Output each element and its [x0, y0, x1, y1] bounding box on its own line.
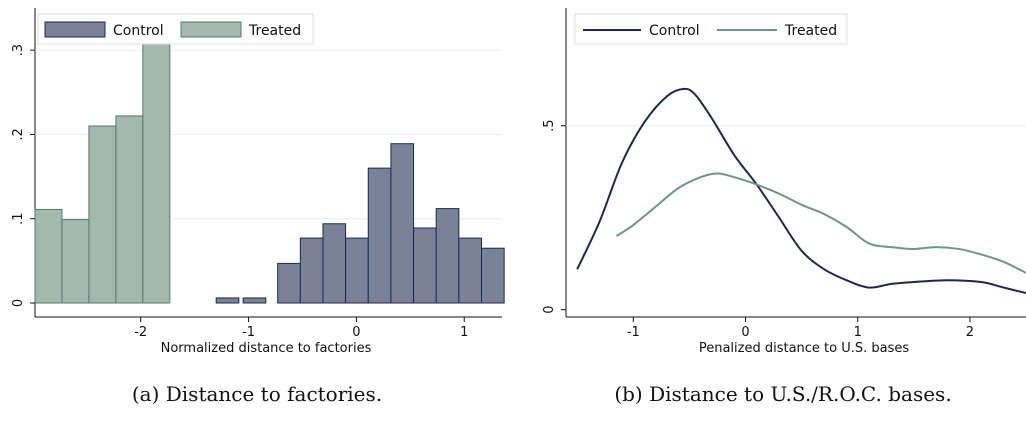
bar-control-9: [435, 208, 460, 304]
x-tick-label-left-0: -2: [134, 325, 147, 340]
legend-right: Control Treated: [574, 13, 848, 45]
legend-label-control-right: Control: [649, 23, 700, 39]
legend-label-treated: Treated: [248, 23, 301, 39]
bar-control-11: [481, 247, 505, 304]
bar-control-10: [458, 237, 483, 304]
density-line-control: [576, 87, 1026, 295]
x-axis-label-right: Penalized distance to U.S. bases: [699, 341, 910, 356]
bar-control-2: [277, 262, 301, 304]
bar-treated-1: [61, 219, 90, 304]
x-tick-label-left-3: 1: [460, 325, 468, 340]
density-chart: -1 0 1 2 0 .5 Penalized distance to U.S. bas…: [542, 8, 1026, 356]
legend-left: Control Treated: [37, 13, 314, 45]
y-tick-label-left-3: .3: [11, 44, 26, 56]
bar-treated-3: [115, 115, 144, 304]
x-tick-label-right-3: 2: [966, 325, 974, 340]
legend-swatch-control: [44, 21, 106, 38]
caption-left: (a) Distance to factories.: [132, 382, 382, 406]
caption-right: (b) Distance to U.S./R.O.C. bases.: [614, 382, 951, 406]
histogram-chart: -2 -1 0 1 0 .1 .2 .3 Normalized distance to fa…: [11, 8, 505, 356]
x-tick-label-right-0: -1: [627, 325, 640, 340]
x-axis-label-left: Normalized distance to factories: [161, 341, 372, 356]
legend-swatch-treated: [180, 21, 242, 38]
x-tick-label-left-1: -1: [242, 325, 255, 340]
y-tick-label-left-2: .2: [11, 128, 26, 140]
legend-label-control: Control: [113, 23, 164, 39]
y-tick-label-right-1: .5: [542, 120, 557, 132]
density-line-treated: [615, 172, 1026, 274]
x-tick-label-right-2: 1: [854, 325, 862, 340]
bar-control-4: [322, 223, 347, 304]
bar-treated-0: [34, 208, 63, 304]
bar-control-8: [413, 227, 437, 304]
legend-label-treated-right: Treated: [784, 23, 837, 39]
y-tick-label-right-0: 0: [542, 306, 557, 314]
x-tick-label-left-2: 0: [352, 325, 360, 340]
y-tick-label-left-1: .1: [11, 213, 26, 225]
x-tick-label-right-1: 0: [741, 325, 749, 340]
bar-treated-4: [142, 24, 171, 304]
y-tick-label-left-0: 0: [11, 299, 26, 307]
bar-treated-2: [88, 125, 117, 304]
bar-control-7: [390, 143, 415, 304]
bar-control-5: [345, 237, 369, 304]
bar-control-1: [242, 297, 267, 304]
bar-control-6: [367, 167, 392, 304]
bar-control-0: [215, 297, 240, 304]
bar-control-3: [299, 237, 324, 304]
